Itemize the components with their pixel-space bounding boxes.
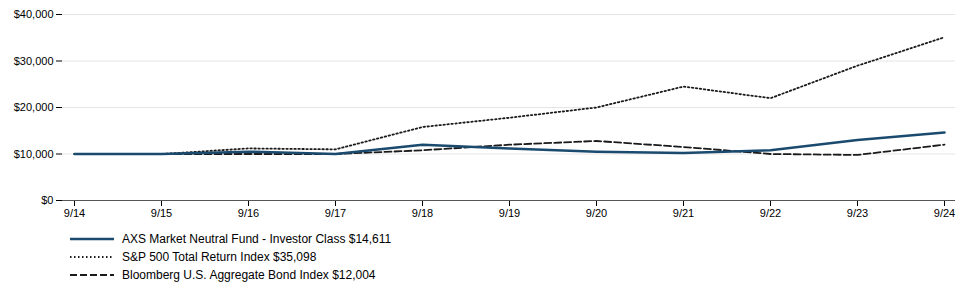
svg-text:9/16: 9/16: [238, 207, 259, 219]
html-text:S&P 500 Total Return Index $35: S&P 500 Total Return Index $35,098: [122, 250, 317, 264]
svg-text:$40,000: $40,000: [14, 8, 54, 20]
html-text:Bloomberg U.S. Aggregate Bond: Bloomberg U.S. Aggregate Bond Index $12,…: [122, 268, 376, 282]
svg-text:9/15: 9/15: [151, 207, 172, 219]
svg-text:9/18: 9/18: [412, 207, 433, 219]
html-text:AXS Market Neutral Fund - Inve: AXS Market Neutral Fund - Investor Class…: [122, 232, 392, 246]
svg-text:9/17: 9/17: [325, 207, 346, 219]
svg-text:9/20: 9/20: [586, 207, 607, 219]
svg-text:$20,000: $20,000: [14, 101, 54, 113]
svg-text:9/21: 9/21: [673, 207, 694, 219]
svg-text:9/14: 9/14: [64, 207, 85, 219]
svg-text:$10,000: $10,000: [14, 148, 54, 160]
svg-text:9/22: 9/22: [760, 207, 781, 219]
svg-text:9/23: 9/23: [847, 207, 868, 219]
svg-text:9/19: 9/19: [499, 207, 520, 219]
svg-text:$30,000: $30,000: [14, 55, 54, 67]
svg-text:$0: $0: [41, 194, 53, 206]
svg-text:9/24: 9/24: [934, 207, 955, 219]
